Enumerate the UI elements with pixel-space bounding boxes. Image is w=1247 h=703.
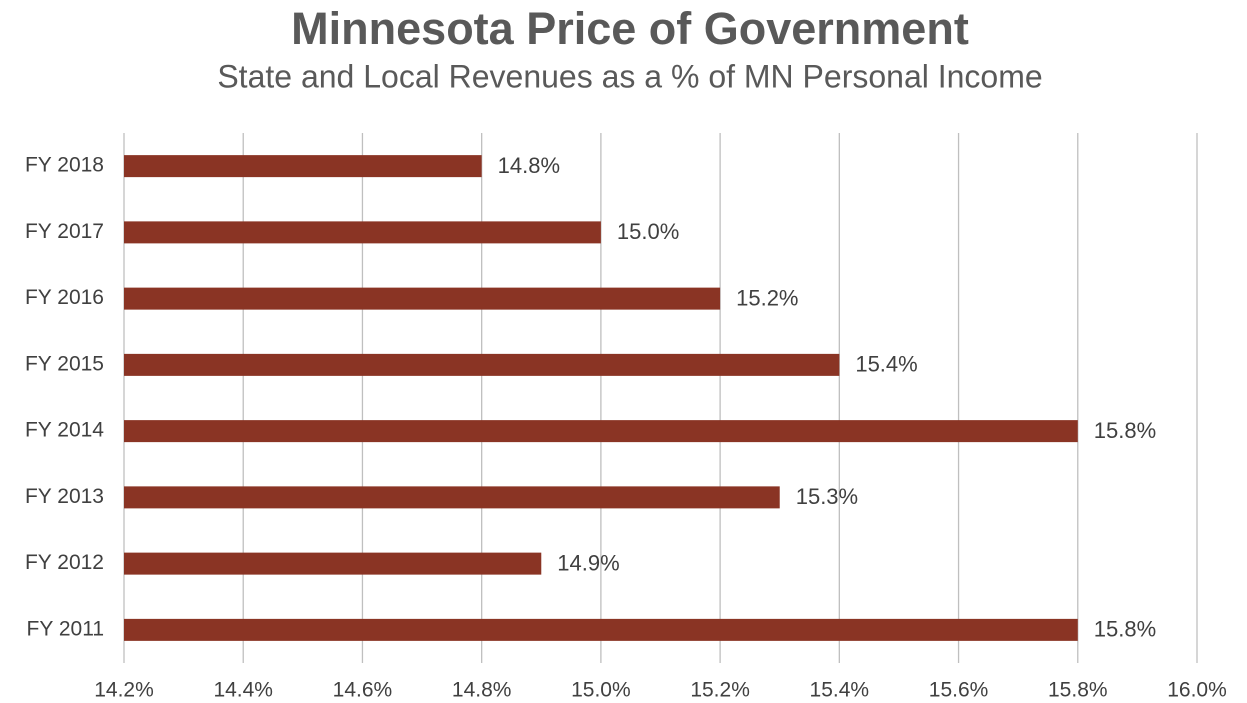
x-tick-label: 15.4% [810, 679, 870, 702]
bar [124, 618, 1078, 641]
y-tick-label: FY 2014 [25, 419, 104, 442]
data-label: 15.2% [736, 285, 798, 310]
y-tick-label: FY 2017 [25, 220, 104, 243]
bar [124, 221, 601, 244]
y-tick-label: FY 2011 [27, 617, 104, 640]
bar [124, 155, 482, 178]
bar [124, 552, 542, 575]
bar [124, 287, 721, 310]
y-tick-label: FY 2013 [25, 485, 104, 508]
y-tick-label: FY 2012 [25, 551, 104, 574]
chart-title: Minnesota Price of Government [291, 3, 969, 54]
y-tick-label: FY 2015 [25, 352, 104, 375]
x-tick-label: 14.8% [452, 679, 512, 702]
data-label: 15.0% [617, 219, 679, 244]
x-tick-label: 15.0% [571, 679, 631, 702]
data-label: 15.8% [1094, 617, 1156, 642]
data-label: 14.8% [498, 153, 560, 178]
x-tick-label: 15.8% [1048, 679, 1108, 702]
y-tick-label: FY 2016 [25, 286, 104, 309]
x-tick-label: 15.2% [690, 679, 750, 702]
x-tick-label: 14.6% [333, 679, 393, 702]
chart-subtitle: State and Local Revenues as a % of MN Pe… [217, 58, 1042, 94]
bar [124, 420, 1078, 443]
x-tick-label: 16.0% [1167, 679, 1227, 702]
bar [124, 486, 780, 509]
data-label: 15.3% [796, 484, 858, 509]
x-tick-label: 15.6% [929, 679, 989, 702]
y-tick-label: FY 2018 [25, 154, 104, 177]
bar [124, 353, 840, 376]
data-label: 15.4% [855, 352, 917, 377]
x-tick-label: 14.4% [213, 679, 273, 702]
data-label: 14.9% [557, 550, 619, 575]
x-tick-label: 14.2% [94, 679, 154, 702]
data-label: 15.8% [1094, 418, 1156, 443]
